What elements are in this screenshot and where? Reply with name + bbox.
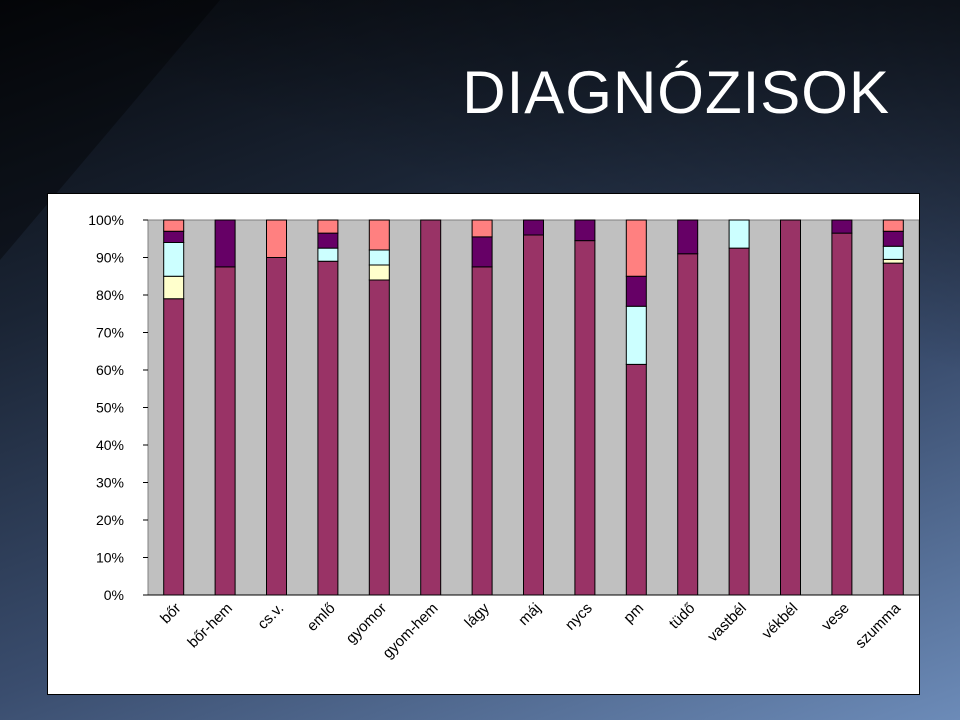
bar-segment <box>625 219 647 277</box>
chart-container: 0% 10% 20% 30% 40% 50% 60% 70% 80% 90% 100% bőr bőr… <box>47 193 920 695</box>
x-tick-label: gyomor <box>343 600 390 647</box>
bar-segment <box>882 258 904 264</box>
bar-segment <box>523 219 544 236</box>
y-tick-label: 100% <box>88 212 124 228</box>
bar-segment <box>677 219 699 255</box>
y-tick-label: 0% <box>104 587 124 603</box>
y-tick-label: 30% <box>96 475 124 491</box>
y-tick-label: 60% <box>96 362 124 378</box>
bar-segment <box>574 219 596 242</box>
stacked-bar-chart: 0% 10% 20% 30% 40% 50% 60% 70% 80% 90% 100% bőr bőr… <box>88 212 919 662</box>
bar-segment <box>625 305 647 365</box>
bar-segment <box>471 236 493 268</box>
bar-segment <box>163 275 185 300</box>
bar-segment <box>368 264 390 281</box>
bar-segment <box>625 275 647 307</box>
bar-segment <box>163 219 185 232</box>
bar-segment <box>728 247 750 596</box>
bar-segment <box>163 242 185 277</box>
y-tick-label: 70% <box>96 325 124 341</box>
bar-segment <box>317 219 339 234</box>
x-tick-label: gyom-hem <box>379 600 441 662</box>
y-axis: 0% 10% 20% 30% 40% 50% 60% 70% 80% 90% 100% <box>88 212 148 603</box>
x-tick-label: vastbél <box>704 600 750 646</box>
bar-segment <box>574 240 596 596</box>
bar-segment <box>368 279 390 596</box>
bar-segment <box>368 219 390 251</box>
bar-segment <box>317 232 339 249</box>
x-tick-label: nycs <box>562 600 596 634</box>
y-tick-label: 80% <box>96 287 124 303</box>
bar-segment <box>831 232 853 596</box>
bar-segment <box>882 262 904 596</box>
bar-segment <box>368 249 390 266</box>
bar-segment <box>420 219 442 596</box>
bar-segment <box>471 219 493 238</box>
bar-segment <box>882 230 904 247</box>
bars <box>148 219 919 596</box>
bar-segment <box>523 234 544 596</box>
x-tick-label: máj <box>515 600 544 629</box>
bar-segment <box>677 253 699 596</box>
y-tick-label: 10% <box>96 550 124 566</box>
bar-segment <box>882 219 904 232</box>
y-tick-label: 50% <box>96 400 124 416</box>
bar-segment <box>831 219 853 234</box>
bar-segment <box>163 230 185 243</box>
x-tick-label: vékbél <box>759 600 802 643</box>
slide-title: DIAGNÓZISOK <box>462 59 890 126</box>
y-tick-label: 40% <box>96 437 124 453</box>
bar-segment <box>728 219 750 249</box>
y-tick-label: 90% <box>96 250 124 266</box>
bar-segment <box>471 266 493 596</box>
bar-segment <box>317 260 339 596</box>
bar-segment <box>163 298 185 596</box>
x-tick-label: tüdő <box>666 600 699 633</box>
x-tick-label: lágy <box>461 599 493 631</box>
x-tick-label: emlő <box>304 600 339 635</box>
x-tick-label: bőr-hem <box>184 600 236 652</box>
bar-segment <box>214 219 236 268</box>
x-tick-label: cs.v. <box>254 600 287 633</box>
x-tick-label: pm <box>620 600 647 627</box>
x-tick-label: szumma <box>852 599 905 652</box>
bar-segment <box>317 247 339 262</box>
bar-segment <box>625 363 647 596</box>
x-tick-label: vese <box>818 600 852 634</box>
bar-segment <box>882 245 904 260</box>
bar-segment <box>214 266 236 596</box>
x-tick-label: bőr <box>157 600 184 627</box>
bar-segment <box>780 219 801 596</box>
bar-segment <box>266 219 287 258</box>
y-tick-label: 20% <box>96 512 124 528</box>
bar-segment <box>266 257 287 596</box>
